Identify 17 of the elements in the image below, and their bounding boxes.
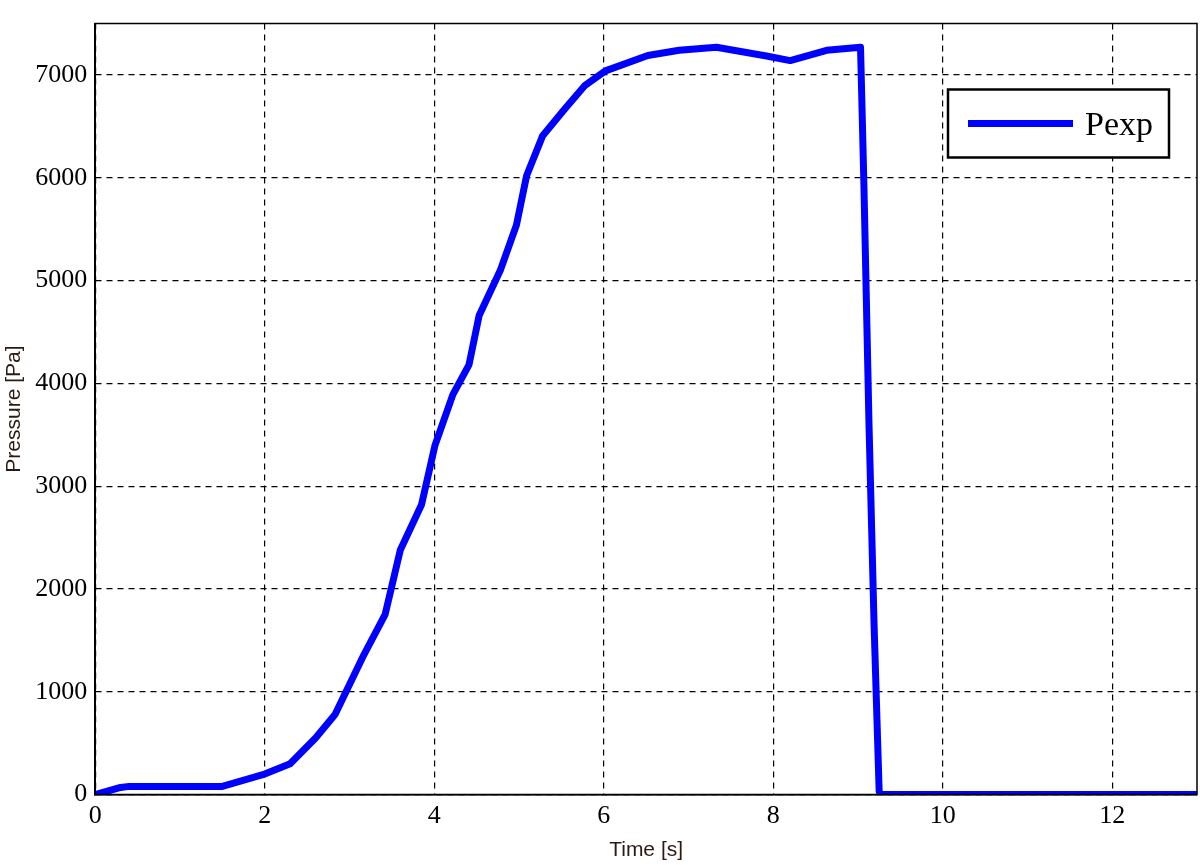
x-tick-label: 6 bbox=[597, 800, 611, 830]
y-tick-label: 6000 bbox=[35, 161, 88, 191]
y-tick-label: 2000 bbox=[35, 572, 88, 602]
y-tick-label: 5000 bbox=[35, 264, 88, 294]
x-tick-label: 2 bbox=[258, 800, 272, 830]
y-tick-label: 4000 bbox=[35, 367, 88, 397]
legend-label: Pexp bbox=[1085, 104, 1153, 142]
y-axis-title: Pressure [Pa] bbox=[1, 345, 25, 473]
y-tick-label: 7000 bbox=[35, 58, 88, 88]
y-tick-label: 0 bbox=[74, 778, 88, 808]
x-tick-label: 4 bbox=[427, 800, 441, 830]
x-axis-title: Time [s] bbox=[609, 837, 684, 861]
y-tick-label: 3000 bbox=[35, 470, 88, 500]
x-tick-label: 8 bbox=[766, 800, 780, 830]
y-tick-label: 1000 bbox=[35, 675, 88, 705]
x-tick-label: 12 bbox=[1099, 800, 1126, 830]
x-tick-label: 10 bbox=[929, 800, 956, 830]
